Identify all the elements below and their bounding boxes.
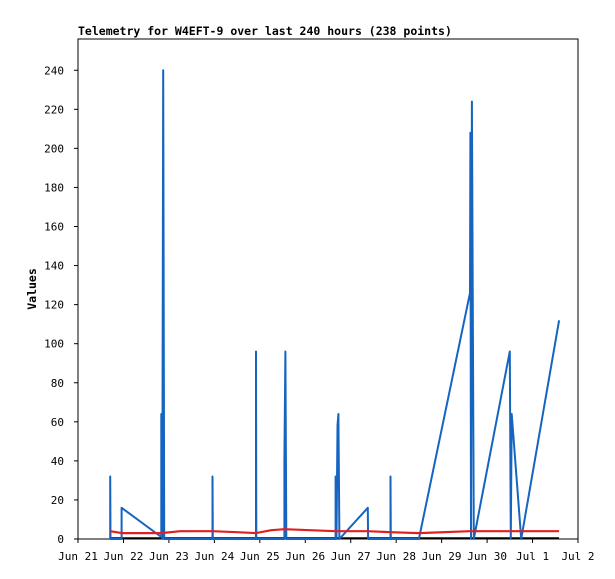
x-tick-label: Jun 29 [422,550,462,563]
y-tick-label: 0 [57,533,64,546]
x-tick-label: Jun 22 [104,550,144,563]
y-axis: 0 20 40 60 80 100 120 140 160 180 200 220 240 [44,64,78,546]
y-tick-label: 220 [44,103,64,116]
series-layer [109,69,561,540]
y-tick-label: 200 [44,142,64,155]
y-tick-label: 120 [44,299,64,312]
x-tick-label: Jun 27 [331,550,371,563]
x-tick-label: Jun 25 [240,550,280,563]
y-tick-label: 60 [51,416,64,429]
x-tick-label: Jul 1 [516,550,549,563]
y-tick-label: 40 [51,455,64,468]
y-tick-label: 240 [44,64,64,77]
y-tick-label: 180 [44,181,64,194]
x-axis: Jun 21 Jun 22 Jun 23 Jun 24 Jun 25 Jun 26 Jun … [58,539,595,563]
y-axis-label: Values [25,268,39,310]
y-tick-label: 80 [51,377,64,390]
chart-title: Telemetry for W4EFT-9 over last 240 hour… [78,24,452,38]
y-tick-label: 100 [44,338,64,351]
y-tick-label: 20 [51,494,64,507]
y-tick-label: 160 [44,221,64,234]
x-tick-label: Jun 28 [376,550,416,563]
series-line-2 [110,528,560,535]
x-tick-label: Jun 26 [285,550,325,563]
y-tick-label: 140 [44,260,64,273]
x-tick-label: Jul 2 [561,550,594,563]
x-tick-label: Jun 24 [194,550,234,563]
series-line-1 [109,69,561,540]
plot-frame [77,38,579,540]
x-tick-label: Jun 30 [467,550,507,563]
x-tick-label: Jun 23 [149,550,189,563]
x-tick-label: Jun 21 [58,550,98,563]
